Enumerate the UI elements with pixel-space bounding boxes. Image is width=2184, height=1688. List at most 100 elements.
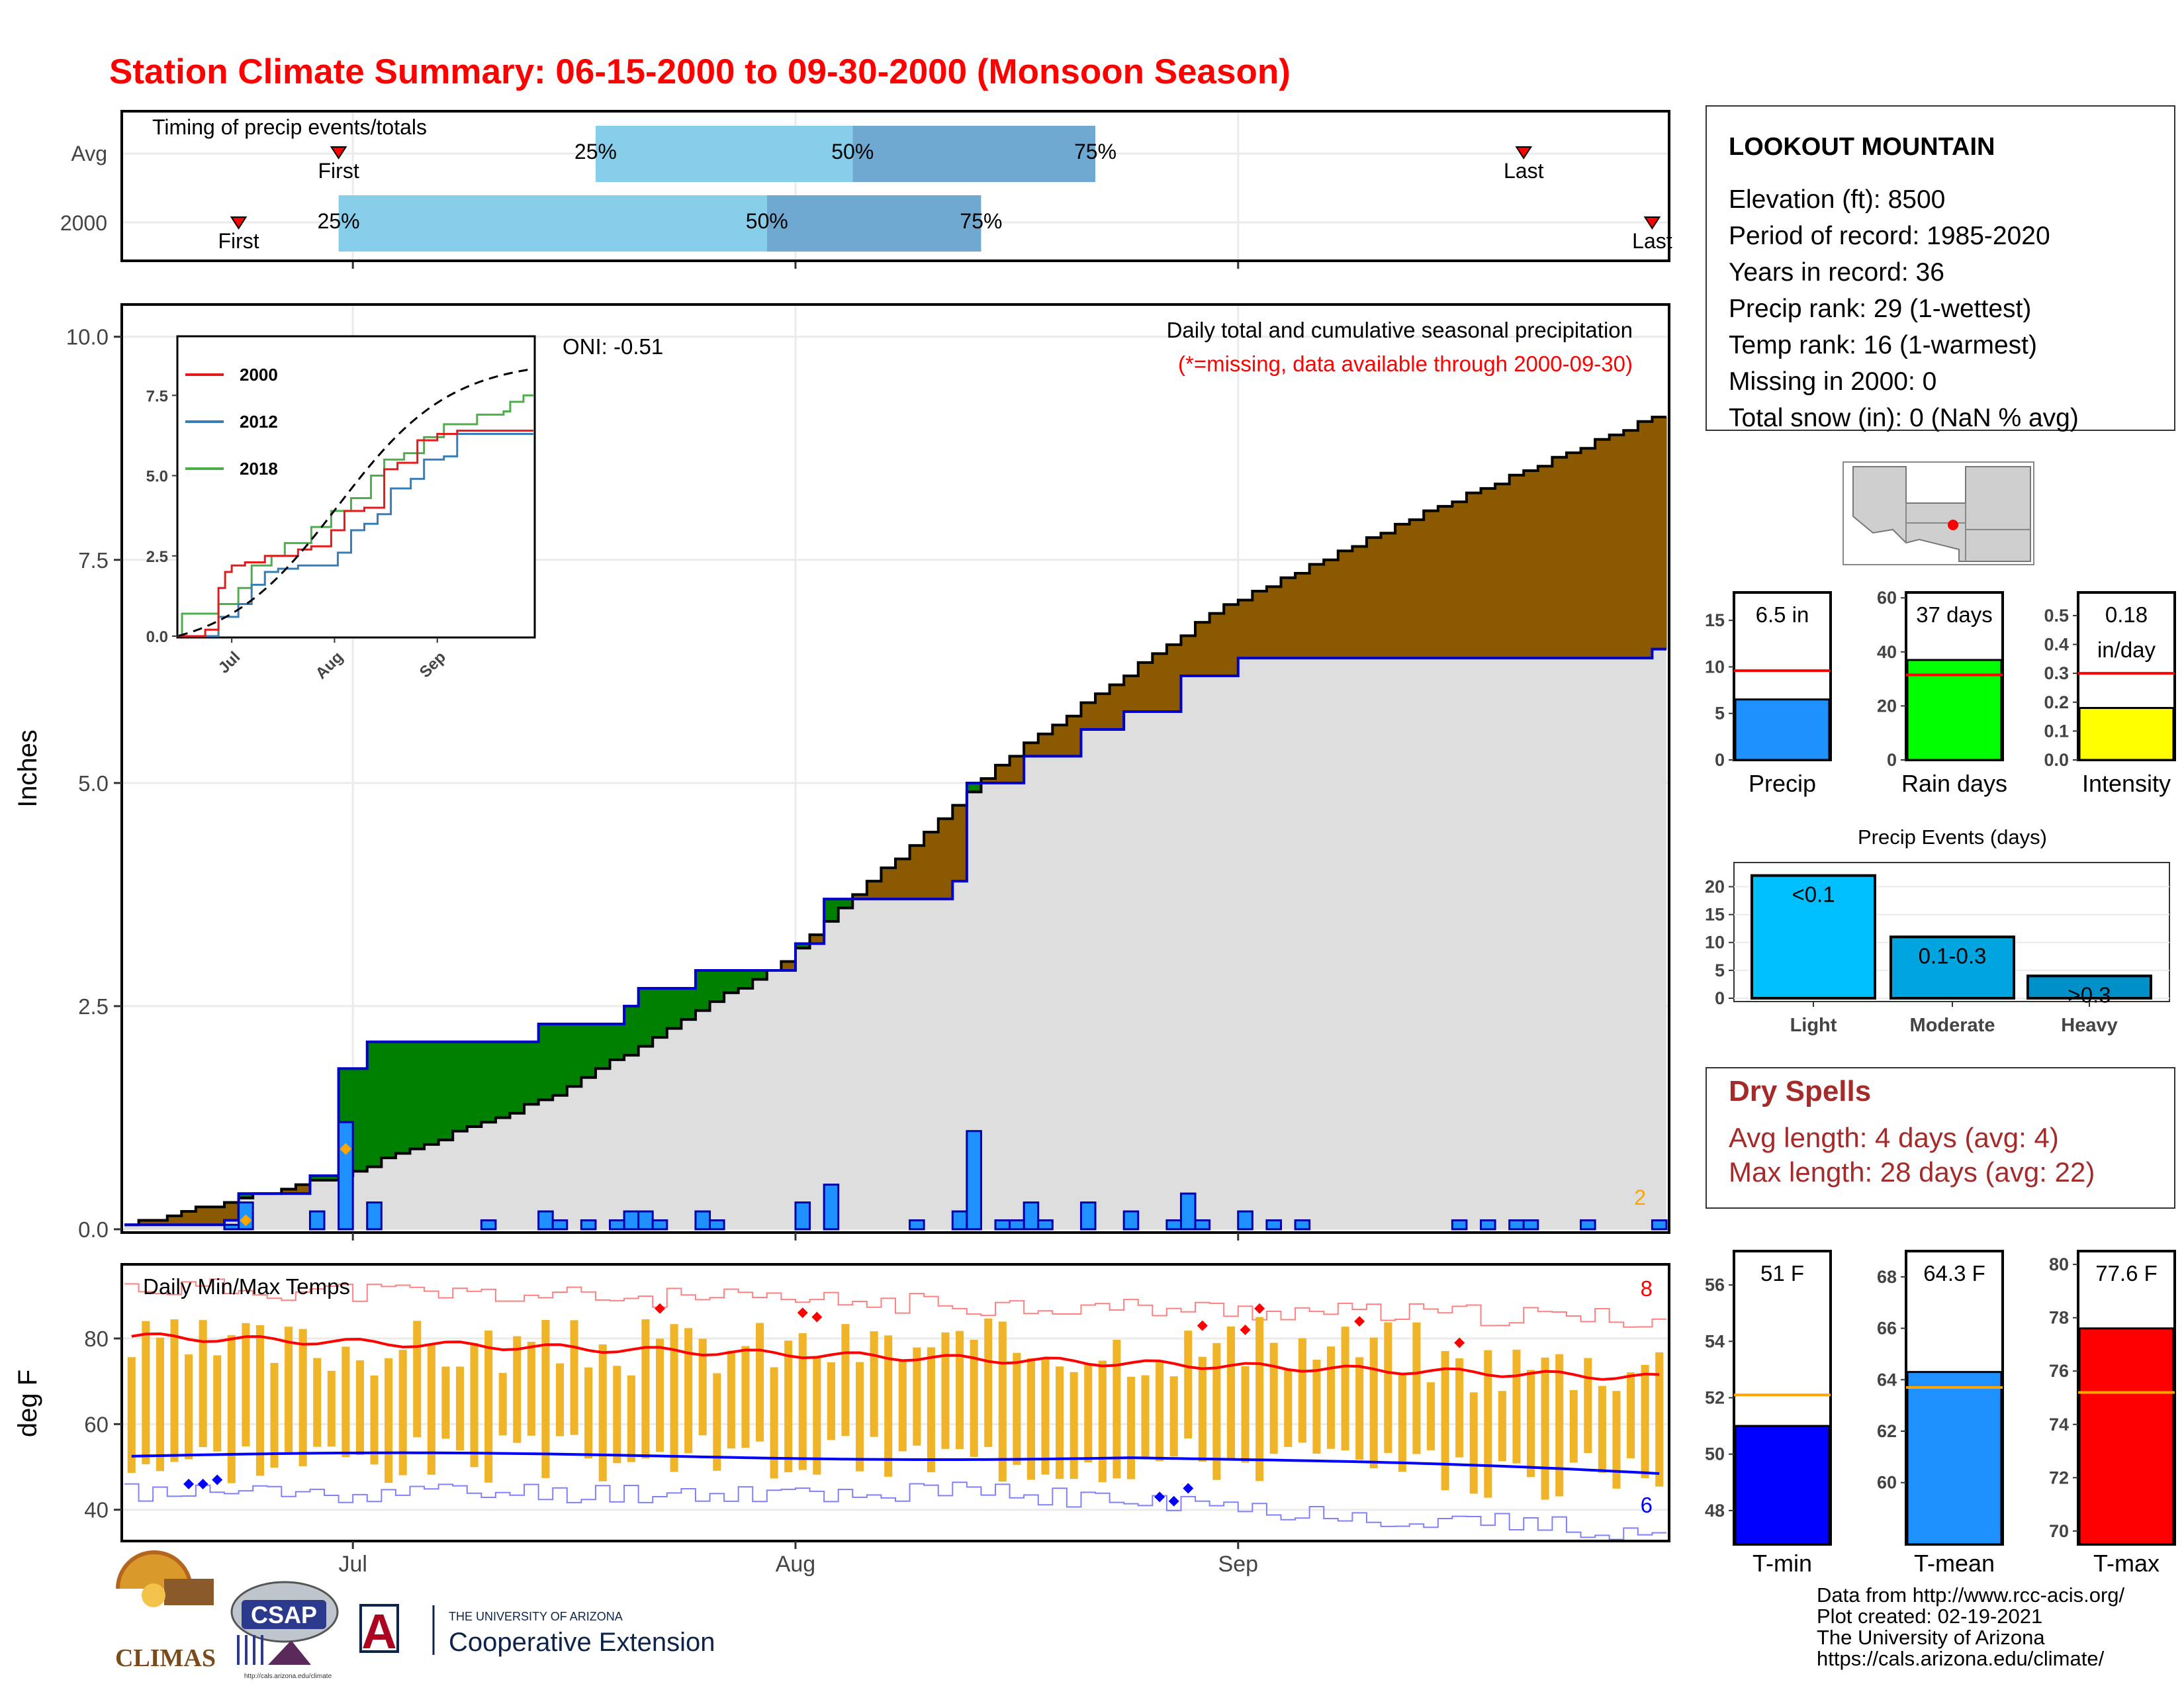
- trace-marker: [340, 1143, 352, 1155]
- daily-precip-bar: [1265, 1219, 1282, 1231]
- daily-temp-range-bar: [927, 1347, 935, 1473]
- daily-temp-range-bar: [1355, 1357, 1364, 1460]
- surplus-area: [524, 1041, 539, 1105]
- trace-marker: [240, 1214, 252, 1227]
- daily-temp-range-bar: [798, 1333, 807, 1470]
- metric-y-tick-label: 0.0: [2044, 750, 2069, 770]
- daily-temp-range-bar: [527, 1341, 535, 1436]
- deficit-area: [1152, 653, 1167, 712]
- inset-y-tick-label: 5.0: [146, 468, 168, 486]
- daily-temp-range-bar: [127, 1357, 136, 1474]
- daily-temp-range-bar: [1498, 1391, 1506, 1462]
- inset-series-2012-line: [179, 432, 533, 637]
- metric-label: Rain days: [1901, 770, 2007, 797]
- deficit-area: [1295, 573, 1310, 659]
- surplus-area: [638, 988, 653, 1047]
- dry-spells-title: Dry Spells: [1729, 1075, 1871, 1107]
- daily-temp-range-bar: [1527, 1370, 1535, 1477]
- daily-temp-range-bar: [1398, 1375, 1406, 1472]
- deficit-area: [167, 1215, 182, 1225]
- daily-precip-bar: [1237, 1210, 1253, 1231]
- temp-metric-y-tick-label: 76: [2049, 1361, 2069, 1381]
- daily-temp-range-bar: [1326, 1346, 1336, 1449]
- deficit-area: [1623, 430, 1639, 659]
- daily-precip-bar: [1009, 1219, 1025, 1231]
- temp-metric-y-tick-label: 80: [2049, 1254, 2069, 1274]
- precip-panel: 0.0 2.5 5.0 7.5 10.0 Inches Daily total and …: [13, 303, 1670, 1242]
- daily-temp-range-bar: [513, 1336, 522, 1443]
- deficit-area: [1238, 600, 1253, 659]
- record-high-marker: [797, 1307, 808, 1319]
- metric-y-tick-label: 0.4: [2044, 635, 2069, 655]
- oni-label: ONI: -0.51: [563, 334, 663, 359]
- daily-temp-range-bar: [756, 1323, 764, 1442]
- daily-temp-range-bar: [255, 1325, 264, 1476]
- metric-y-tick-label: 0: [1715, 750, 1725, 770]
- daily-precip-bar: [994, 1219, 1011, 1231]
- daily-temp-range-bar: [484, 1331, 493, 1483]
- daily-precip-bar: [537, 1210, 554, 1231]
- daily-temp-range-bar: [784, 1340, 793, 1473]
- daily-temp-range-bar: [998, 1321, 1007, 1482]
- daily-precip-bar: [1194, 1219, 1211, 1231]
- surplus-area: [681, 988, 696, 1020]
- daily-temp-range-bar: [1484, 1350, 1492, 1498]
- daily-precip-bar: [1079, 1201, 1097, 1231]
- metric-y-tick-label: 0.1: [2044, 721, 2069, 741]
- precip-y-tick-label: 10.0: [66, 325, 109, 350]
- daily-precip-bar: [694, 1210, 711, 1231]
- temp-metric-bar: [2078, 1327, 2175, 1546]
- daily-temp-range-bar: [727, 1350, 735, 1449]
- timing-bar-q25-q50: [338, 195, 767, 252]
- surplus-area: [653, 988, 668, 1038]
- daily-precip-bar: [651, 1219, 668, 1231]
- daily-temp-range-bar: [913, 1347, 921, 1446]
- deficit-area: [1466, 492, 1482, 659]
- daily-temp-range-bar: [827, 1362, 835, 1440]
- daily-precip-bar: [1179, 1192, 1197, 1231]
- surplus-area: [467, 1041, 482, 1127]
- deficit-area: [1366, 538, 1382, 659]
- deficit-area: [1138, 662, 1153, 712]
- inset-average-dashed-line: [178, 367, 534, 637]
- daily-precip-bar: [1023, 1201, 1040, 1231]
- metric-value-label: 6.5 in: [1756, 602, 1809, 627]
- metric-y-tick-label: 40: [1877, 642, 1897, 662]
- metric-value-unit: in/day: [2097, 637, 2156, 662]
- timing-bar-q25-q50: [595, 126, 853, 182]
- temp-metric-y-tick-label: 66: [1877, 1319, 1897, 1338]
- events-category-label: Light: [1790, 1015, 1837, 1036]
- daily-temp-range-bar: [1069, 1372, 1078, 1479]
- deficit-area: [1224, 604, 1239, 677]
- deficit-area: [1266, 586, 1282, 659]
- ua-logo-main: Cooperative Extension: [449, 1628, 715, 1657]
- dry-spells-box: Dry Spells Avg length: 4 days (avg: 4) M…: [1706, 1067, 2175, 1209]
- deficit-area: [1595, 439, 1610, 659]
- ua-logo-block: [359, 1604, 399, 1653]
- daily-temp-range-bar: [941, 1332, 950, 1449]
- surplus-area: [709, 970, 725, 1002]
- deficit-area: [1052, 725, 1068, 757]
- daily-temp-range-bar: [555, 1363, 565, 1436]
- inset-frame: [176, 335, 536, 639]
- precip-y-axis-label: Inches: [13, 729, 42, 808]
- map-region-shape: [1852, 466, 2031, 562]
- timing-title: Timing of precip events/totals: [152, 115, 427, 139]
- deficit-area: [181, 1211, 197, 1225]
- metric-y-tick-label: 15: [1705, 610, 1725, 630]
- surplus-area: [581, 1023, 596, 1078]
- record-low-count: 6: [1641, 1493, 1653, 1517]
- surplus-area: [624, 1006, 639, 1056]
- record-low-marker: [1154, 1491, 1165, 1503]
- daily-temp-range-bar: [1441, 1350, 1449, 1491]
- timing-pct-label: 75%: [1074, 140, 1116, 164]
- daily-temp-range-bar: [884, 1335, 893, 1477]
- dry-spells-avg: Avg length: 4 days (avg: 4): [1729, 1122, 2059, 1153]
- temp-x-tick-label: Jul: [338, 1552, 367, 1577]
- station-precip-rank: Precip rank: 29 (1-wettest): [1729, 295, 2031, 323]
- temp-metric-value-label: 51 F: [1760, 1261, 1804, 1286]
- last-event-marker: [1515, 146, 1533, 160]
- events-bar-label: 0.1-0.3: [1919, 943, 1987, 968]
- precip-panel-frame: [120, 303, 1670, 1234]
- daily-temp-range-bar: [598, 1344, 607, 1481]
